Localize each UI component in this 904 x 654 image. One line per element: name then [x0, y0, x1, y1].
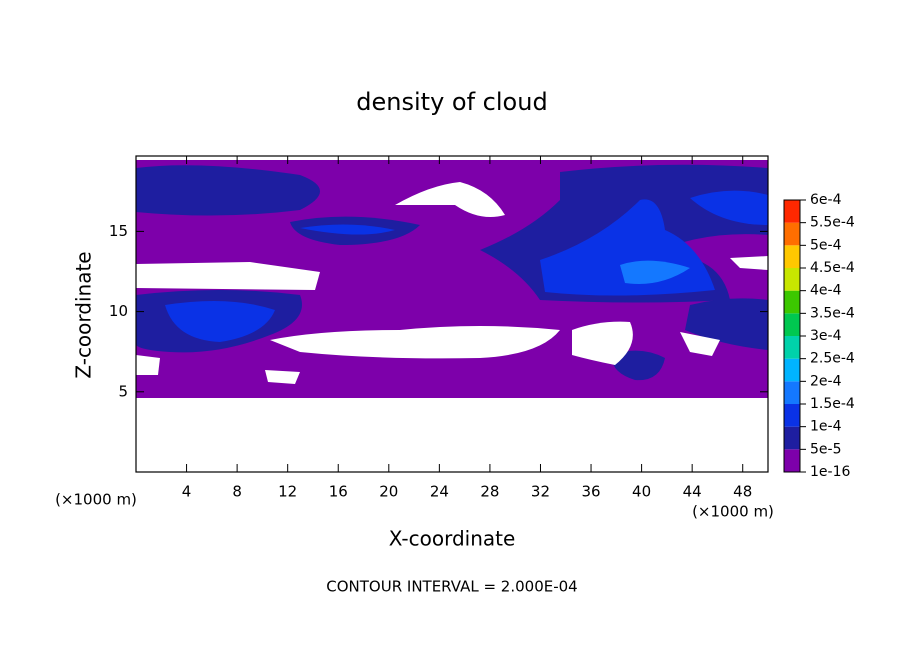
x-tick-label: 36 — [581, 483, 600, 501]
no-data-area — [136, 182, 768, 472]
colorbar-box — [784, 222, 800, 246]
colorbar-label: 4e-4 — [810, 283, 842, 299]
chart-title: density of cloud — [356, 88, 547, 116]
x-tick-label: 20 — [379, 483, 398, 501]
y-tick-label: 10 — [109, 302, 128, 320]
contour-region — [136, 165, 320, 216]
x-axis-title: X-coordinate — [389, 527, 516, 551]
colorbar-label: 3e-4 — [810, 328, 842, 344]
colorbar-box — [784, 200, 800, 223]
contour-field — [136, 160, 768, 472]
colorbar-label: 4.5e-4 — [810, 260, 855, 276]
x-tick-label: 44 — [683, 483, 702, 501]
colorbar-label: 1e-16 — [810, 464, 850, 480]
colorbar-label: 2e-4 — [810, 373, 842, 389]
contour-region — [300, 224, 395, 235]
colorbar-box — [784, 404, 800, 427]
colorbar-label: 1e-4 — [810, 419, 842, 435]
x-tick-label: 4 — [182, 483, 192, 501]
x-tick-label: 12 — [278, 483, 297, 501]
colorbar-label: 5e-4 — [810, 237, 842, 253]
colorbar-label: 6e-4 — [810, 192, 842, 208]
colorbar-label: 3.5e-4 — [810, 305, 855, 321]
x-tick-label: 28 — [480, 483, 499, 501]
colorbar-box — [784, 268, 800, 291]
x-tick-label: 8 — [232, 483, 242, 501]
x-tick-label: 32 — [531, 483, 550, 501]
annotation: CONTOUR INTERVAL = 2.000E-04 — [326, 578, 577, 596]
contour-region — [165, 301, 275, 342]
y-axis-title: Z-coordinate — [72, 251, 96, 378]
colorbar-box — [784, 245, 800, 268]
x-tick-label: 48 — [733, 483, 752, 501]
colorbar-box — [784, 449, 800, 472]
contour-region — [611, 350, 665, 381]
colorbar-label: 1.5e-4 — [810, 396, 855, 412]
colorbar-label: 2.5e-4 — [810, 351, 855, 367]
colorbar-box — [784, 290, 800, 314]
y-tick-label: 5 — [118, 382, 128, 400]
colorbar-box — [784, 358, 800, 382]
y-unit: (×1000 m) — [55, 491, 137, 509]
x-unit: (×1000 m) — [692, 503, 774, 521]
colorbar-box — [784, 313, 800, 336]
y-tick-label: 15 — [109, 222, 128, 240]
x-tick-label: 24 — [430, 483, 449, 501]
x-tick-label: 16 — [329, 483, 348, 501]
colorbar-label: 5e-5 — [810, 441, 841, 457]
contour-region — [690, 190, 768, 225]
colorbar-box — [784, 336, 800, 359]
plot-frame — [135, 155, 769, 473]
colorbar-box — [784, 381, 800, 404]
x-tick-label: 40 — [632, 483, 651, 501]
colorbar-box — [784, 426, 800, 450]
contour-region — [685, 298, 768, 350]
colorbar-label: 5.5e-4 — [810, 215, 855, 231]
contour-region — [620, 260, 690, 284]
